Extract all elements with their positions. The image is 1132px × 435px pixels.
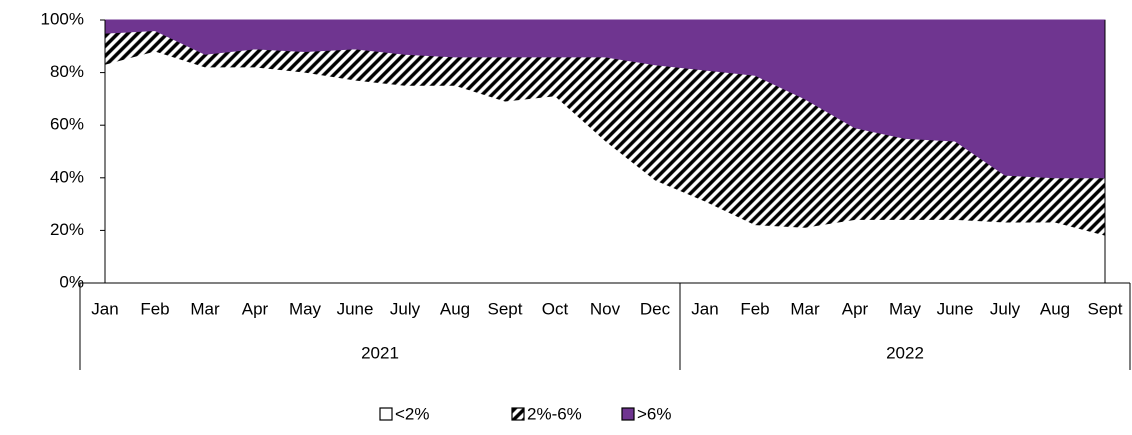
x-tick-label: Dec: [640, 299, 671, 318]
legend-swatch: [511, 407, 525, 421]
group-label: 2021: [361, 343, 399, 362]
x-tick-label: Apr: [842, 299, 869, 318]
x-tick-label: July: [390, 299, 421, 318]
y-tick-label: 0%: [59, 272, 84, 291]
x-tick-label: May: [889, 299, 922, 318]
area: [105, 51, 1105, 284]
x-tick-label: June: [337, 299, 374, 318]
x-tick-label: Oct: [542, 299, 569, 318]
x-tick-label: May: [289, 299, 322, 318]
area: [105, 30, 1105, 236]
y-tick-label: 80%: [50, 62, 84, 81]
legend-label: >6%: [637, 404, 672, 423]
x-tick-label: Jan: [691, 299, 718, 318]
x-tick-label: Nov: [590, 299, 621, 318]
y-tick-label: 60%: [50, 115, 84, 134]
y-tick-label: 100%: [41, 9, 84, 28]
group-label: 2022: [886, 343, 924, 362]
legend-swatch: [379, 407, 393, 421]
y-tick-label: 40%: [50, 167, 84, 186]
x-tick-label: Mar: [790, 299, 820, 318]
x-tick-label: Jan: [91, 299, 118, 318]
x-tick-label: Mar: [190, 299, 220, 318]
x-tick-label: June: [937, 299, 974, 318]
x-tick-label: Feb: [140, 299, 169, 318]
x-tick-label: July: [990, 299, 1021, 318]
legend-label: 2%-6%: [527, 404, 582, 423]
y-tick-label: 20%: [50, 220, 84, 239]
x-tick-label: Sept: [488, 299, 523, 318]
x-tick-label: Aug: [1040, 299, 1070, 318]
legend-label: <2%: [395, 404, 430, 423]
x-tick-label: Feb: [740, 299, 769, 318]
x-tick-label: Aug: [440, 299, 470, 318]
x-tick-label: Sept: [1088, 299, 1123, 318]
legend-swatch: [621, 407, 635, 421]
x-tick-label: Apr: [242, 299, 269, 318]
